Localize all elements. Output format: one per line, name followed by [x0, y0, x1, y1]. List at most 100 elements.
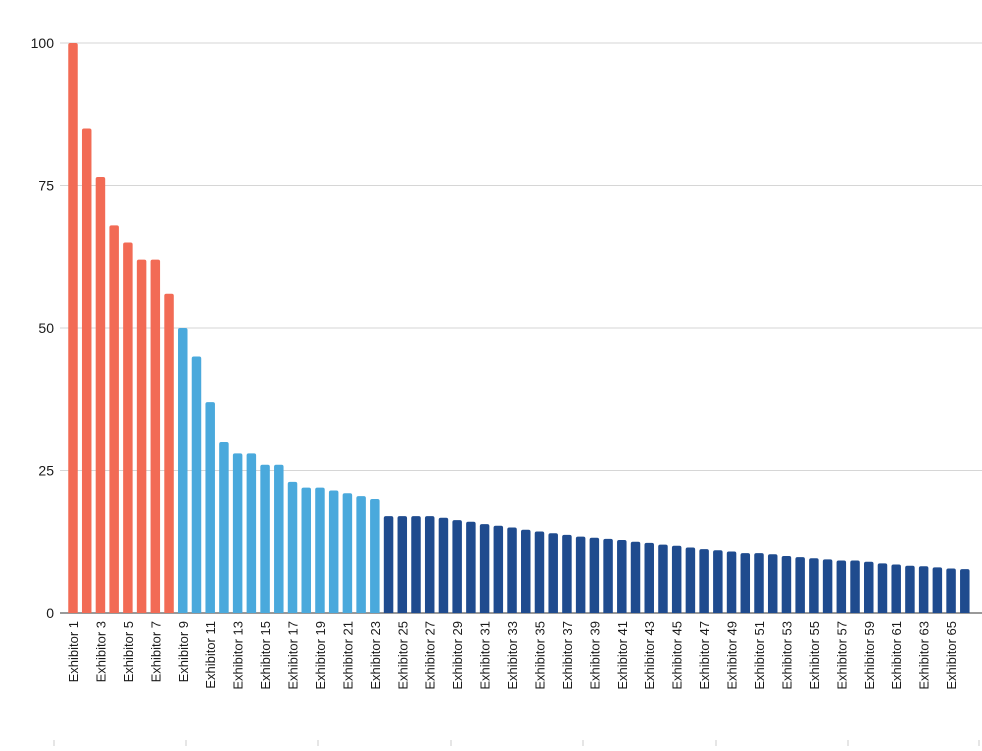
bar — [397, 516, 408, 613]
bar — [328, 490, 339, 613]
x-tick-label: Exhibitor 61 — [889, 621, 904, 690]
bar — [795, 557, 805, 613]
bar — [136, 259, 147, 613]
bar — [287, 481, 298, 613]
x-tick-label: Exhibitor 5 — [121, 621, 136, 682]
bar — [877, 563, 888, 613]
bar — [630, 541, 641, 613]
x-tick-label: Exhibitor 37 — [560, 621, 575, 690]
bar — [301, 487, 311, 613]
bar — [918, 566, 929, 613]
bar — [479, 524, 490, 613]
x-tick-label: Exhibitor 15 — [258, 621, 273, 690]
x-tick-label: Exhibitor 55 — [807, 621, 822, 690]
bar — [685, 547, 696, 613]
x-tick-label: Exhibitor 1 — [66, 621, 81, 682]
x-tick-label: Exhibitor 47 — [697, 621, 712, 690]
x-tick-label: Exhibitor 31 — [478, 621, 493, 690]
bar — [246, 453, 257, 613]
bar — [150, 259, 161, 613]
bar — [767, 554, 778, 613]
bar — [315, 487, 325, 613]
x-tick-label: Exhibitor 59 — [862, 621, 877, 690]
bar — [644, 542, 654, 613]
x-tick-label: Exhibitor 35 — [532, 621, 547, 690]
bar — [507, 527, 517, 613]
bar — [164, 293, 174, 613]
bar — [960, 569, 970, 613]
bar — [671, 545, 682, 613]
bar — [603, 538, 613, 613]
y-tick-label: 75 — [38, 178, 54, 194]
bar — [424, 516, 435, 613]
x-tick-label: Exhibitor 29 — [450, 621, 465, 690]
x-tick-label: Exhibitor 17 — [286, 621, 301, 690]
x-tick-label: Exhibitor 25 — [395, 621, 410, 690]
bars — [68, 43, 970, 613]
bar — [95, 176, 106, 613]
x-tick-label: Exhibitor 7 — [148, 621, 163, 682]
bar — [699, 549, 709, 613]
x-tick-label: Exhibitor 63 — [917, 621, 932, 690]
bar — [740, 553, 751, 613]
x-tick-label: Exhibitor 3 — [93, 621, 108, 682]
bar — [521, 529, 531, 613]
bar — [81, 128, 92, 613]
bar — [781, 556, 792, 613]
bar — [562, 534, 572, 613]
x-tick-label: Exhibitor 41 — [615, 621, 630, 690]
bar — [726, 551, 737, 613]
y-tick-label: 25 — [38, 463, 54, 479]
bar — [754, 553, 764, 613]
bar — [68, 43, 78, 613]
bar — [438, 517, 449, 613]
bar — [109, 225, 119, 613]
bar — [205, 402, 215, 613]
bar — [932, 567, 943, 613]
bar — [548, 533, 558, 613]
x-tick-label: Exhibitor 53 — [779, 621, 794, 690]
x-tick-label: Exhibitor 43 — [642, 621, 657, 690]
x-tick-label: Exhibitor 49 — [725, 621, 740, 690]
x-tick-label: Exhibitor 13 — [231, 621, 246, 690]
bar — [383, 516, 394, 613]
x-tick-label: Exhibitor 9 — [176, 621, 191, 682]
bar — [219, 442, 229, 613]
bar — [658, 544, 668, 613]
bar — [370, 499, 380, 613]
bar — [864, 561, 874, 613]
bar — [946, 568, 956, 613]
bar — [575, 536, 586, 613]
x-tick-label: Exhibitor 11 — [203, 621, 218, 689]
bottom-ticks — [53, 740, 980, 746]
bar — [191, 356, 202, 613]
bar — [589, 537, 600, 613]
bar — [232, 453, 243, 613]
y-tick-label: 0 — [46, 605, 54, 621]
y-axis: 0 25 50 75 100 — [31, 35, 55, 621]
bar — [260, 464, 270, 613]
bar — [356, 496, 366, 613]
x-tick-label: Exhibitor 57 — [834, 621, 849, 690]
y-tick-label: 100 — [31, 35, 55, 51]
x-axis: Exhibitor 1 Exhibitor 3 Exhibitor 5 Exhibit… — [66, 621, 959, 690]
y-tick-label: 50 — [38, 320, 54, 336]
x-tick-label: Exhibitor 51 — [752, 621, 767, 690]
bar — [466, 521, 476, 613]
bar — [850, 560, 860, 613]
bar — [123, 242, 133, 613]
x-tick-label: Exhibitor 39 — [587, 621, 602, 690]
x-tick-label: Exhibitor 27 — [423, 621, 438, 690]
bar — [493, 525, 504, 613]
bar — [891, 564, 901, 613]
x-tick-label: Exhibitor 23 — [368, 621, 383, 690]
bar — [534, 531, 545, 613]
bar — [452, 520, 462, 613]
bar — [809, 558, 819, 613]
bar — [617, 540, 627, 613]
bar — [178, 328, 188, 613]
bar — [822, 559, 833, 613]
x-tick-label: Exhibitor 21 — [340, 621, 355, 690]
